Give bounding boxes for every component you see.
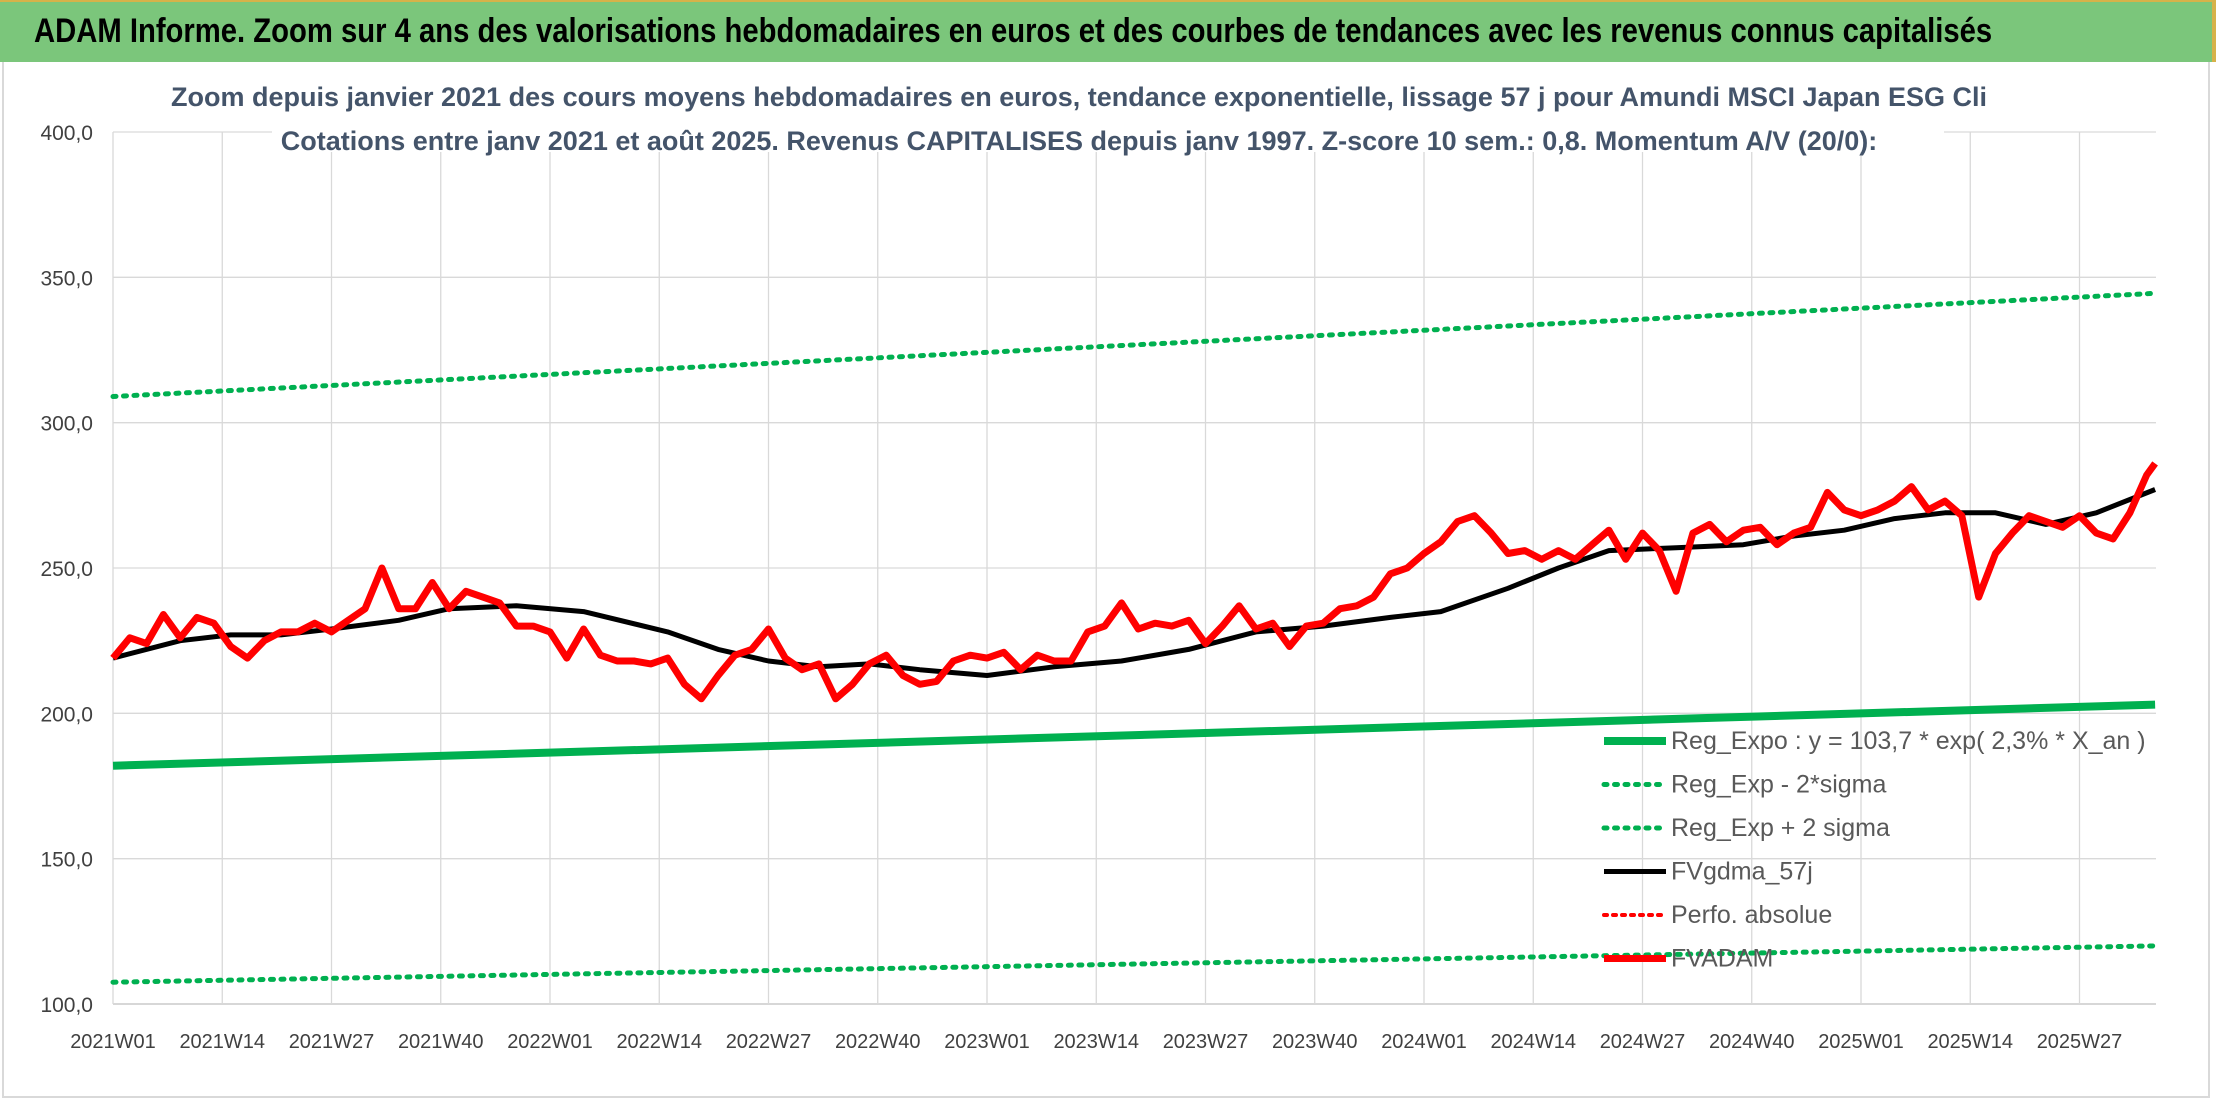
chart-title-line1: Zoom depuis janvier 2021 des cours moyen… [171,82,1987,112]
x-tick-label: 2021W14 [179,1031,265,1053]
price-line-fvadam [110,461,2158,703]
y-tick-label: 200,0 [40,703,93,726]
x-tick-label: 2025W27 [2037,1031,2123,1053]
y-axis-ticks: 100,0 150,0 200,0 250,0 300,0 350,0 400,0 [40,122,93,1017]
chart-titles: Zoom depuis janvier 2021 des cours moyen… [171,66,1987,156]
x-tick-label: 2023W14 [1053,1031,1139,1053]
x-tick-label: 2022W14 [616,1031,702,1053]
x-tick-label: 2021W40 [398,1031,484,1053]
chart-grid [112,131,2156,1005]
trend-line-minus-2sigma [110,943,2158,985]
y-tick-label: 350,0 [40,267,93,290]
legend-perfo-absolue-label: Perfo. absolue [1671,901,1832,929]
chart-title-line2: Cotations entre janv 2021 et août 2025. … [281,126,1878,156]
y-tick-label: 400,0 [40,122,93,145]
x-axis-ticks: 2021W01 2021W14 2021W27 2021W40 2022W01 2022W… [70,1031,2122,1053]
x-tick-label: 2021W01 [70,1031,156,1053]
report-title: ADAM Informe. Zoom sur 4 ans des valoris… [34,12,1993,50]
x-tick-label: 2024W01 [1381,1031,1467,1053]
y-tick-label: 250,0 [40,558,93,581]
x-tick-label: 2022W27 [726,1031,812,1053]
chart-svg: 100,0 150,0 200,0 250,0 300,0 350,0 400,0 2021… [40,66,2158,1053]
report-banner: ADAM Informe. Zoom sur 4 ans des valoris… [0,0,2216,62]
x-tick-label: 2024W27 [1600,1031,1686,1053]
chart-legend: Reg_Expo : y = 103,7 * exp( 2,3% * X_an … [1601,727,2146,973]
x-tick-label: 2025W14 [1927,1031,2013,1053]
y-tick-label: 300,0 [40,413,93,436]
x-tick-label: 2022W40 [835,1031,921,1053]
x-tick-label: 2022W01 [507,1031,593,1053]
chart-frame: 100,0 150,0 200,0 250,0 300,0 350,0 400,0 2021… [2,62,2210,1098]
title-background [272,66,1944,152]
x-tick-label: 2023W40 [1272,1031,1358,1053]
legend-fvadam-label: FVADAM [1671,945,1773,973]
legend-fvgdma-label: FVgdma_57j [1671,858,1813,886]
legend-reg-exp-minus-label: Reg_Exp - 2*sigma [1671,771,1886,799]
x-tick-label: 2023W01 [944,1031,1030,1053]
x-tick-label: 2024W40 [1709,1031,1795,1053]
trend-line-reg-expo [112,700,2156,770]
y-tick-label: 100,0 [40,994,93,1017]
x-tick-label: 2023W27 [1163,1031,1249,1053]
x-tick-label: 2021W27 [289,1031,375,1053]
legend-reg-exp-plus-label: Reg_Exp + 2 sigma [1671,814,1890,842]
x-tick-label: 2024W14 [1490,1031,1576,1053]
x-tick-label: 2025W01 [1818,1031,1904,1053]
chart-series [110,290,2158,985]
legend-reg-expo-label: Reg_Expo : y = 103,7 * exp( 2,3% * X_an … [1671,727,2146,755]
smoothed-line-fvgdma [112,487,2157,678]
y-tick-label: 150,0 [40,849,93,872]
trend-line-plus-2sigma [110,290,2158,399]
